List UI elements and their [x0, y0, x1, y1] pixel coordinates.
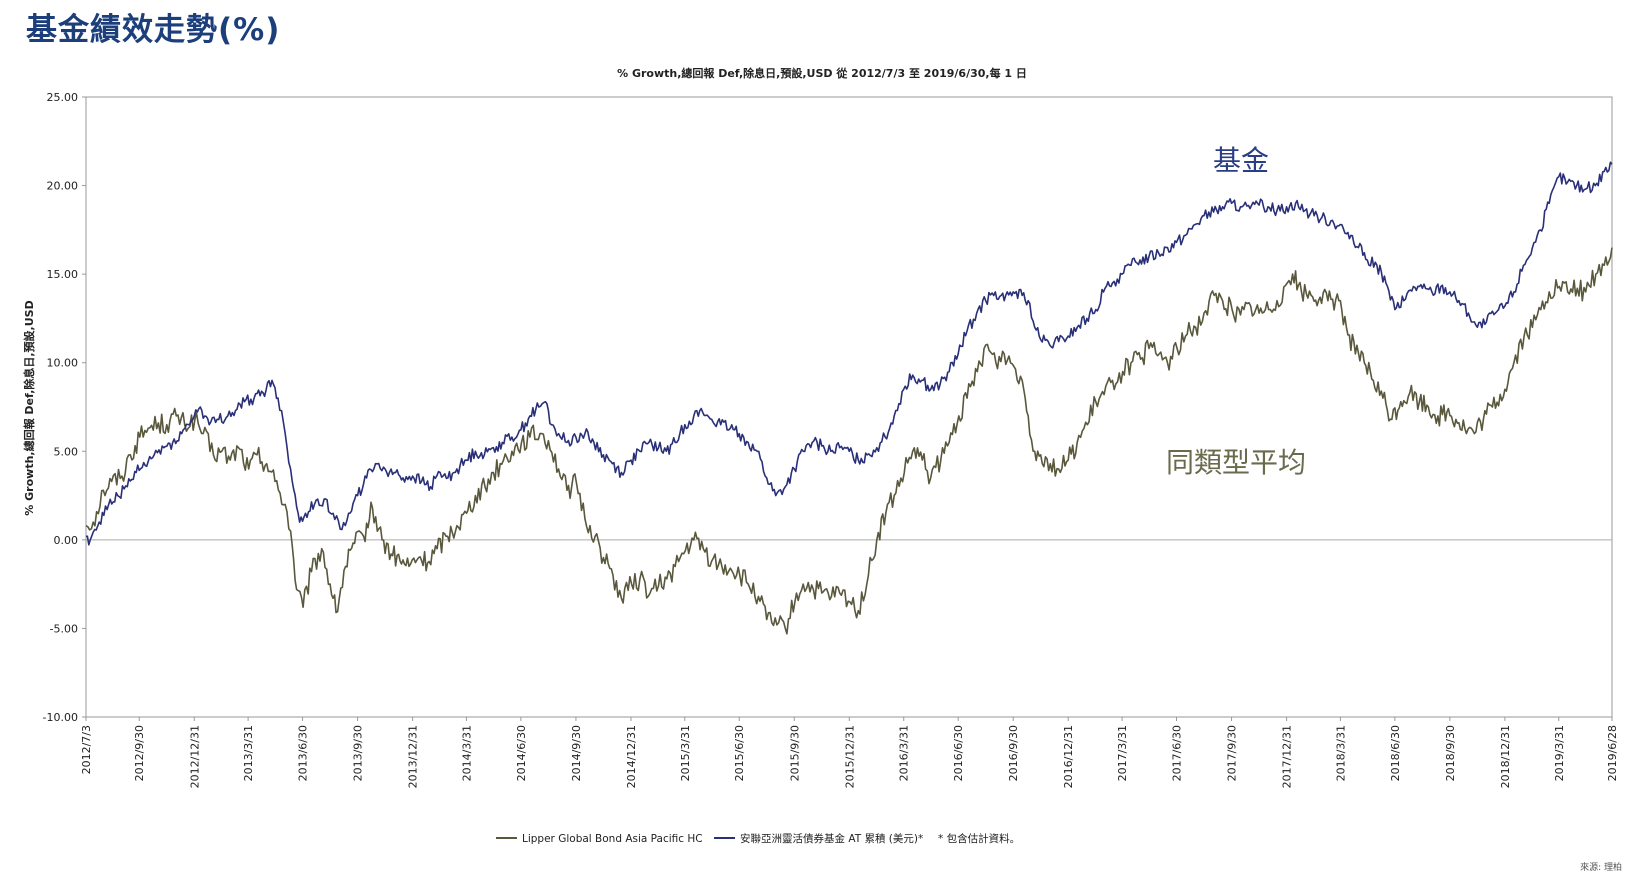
x-tick-label: 2019/3/31 [1553, 725, 1566, 781]
x-tick-label: 2015/6/30 [733, 725, 746, 781]
page-title: 基金績效走勢(%) [26, 12, 281, 48]
y-tick-label: -10.00 [43, 711, 78, 724]
x-tick-label: 2018/12/31 [1499, 725, 1512, 788]
y-tick-label: 20.00 [47, 180, 79, 193]
x-tick-label: 2016/12/31 [1062, 725, 1075, 788]
x-tick-label: 2016/3/31 [898, 725, 911, 781]
plot-border [85, 96, 1613, 718]
series-line-peer [85, 247, 1613, 635]
source-note: 來源: 理柏 [1580, 861, 1622, 873]
legend-note: * 包含估計資料。 [938, 832, 1020, 845]
y-tick-label: 25.00 [47, 91, 79, 104]
x-tick-label: 2017/3/31 [1116, 725, 1129, 781]
plot-frame [85, 96, 1613, 718]
x-tick-label: 2012/12/31 [188, 725, 201, 788]
x-tick-label: 2016/6/30 [952, 725, 965, 781]
x-tick-label: 2018/3/31 [1334, 725, 1347, 781]
series-line-fund [86, 161, 1613, 546]
y-tick-label: 0.00 [54, 534, 79, 547]
x-tick-label: 2014/6/30 [515, 725, 528, 781]
legend-label-peer: Lipper Global Bond Asia Pacific HC [522, 833, 703, 845]
x-tick-label: 2012/7/3 [80, 725, 93, 774]
legend-label-fund: 安聯亞洲靈活債券基金 AT 累積 (美元)* [740, 832, 923, 845]
x-tick-label: 2015/3/31 [679, 725, 692, 781]
chart-subtitle: % Growth,總回報 Def,除息日,預設,USD 從 2012/7/3 至… [617, 66, 1027, 80]
y-tick-label: -5.00 [50, 622, 78, 635]
series-lines [85, 161, 1613, 635]
y-tick-label: 5.00 [54, 445, 79, 458]
fund-annotation: 基金 [1213, 144, 1269, 177]
x-tick-label: 2013/9/30 [352, 725, 365, 781]
x-tick-label: 2013/12/31 [407, 725, 420, 788]
x-axis-ticks: 2012/7/3 2012/9/30 2012/12/31 2013/3/31 2013… [80, 717, 1619, 788]
x-tick-label: 2017/12/31 [1281, 725, 1294, 788]
x-tick-label: 2016/9/30 [1007, 725, 1020, 781]
y-tick-label: 10.00 [47, 357, 79, 370]
x-tick-label: 2014/3/31 [460, 725, 473, 781]
y-tick-label: 15.00 [47, 268, 79, 281]
peer-annotation: 同類型平均 [1166, 446, 1306, 479]
y-axis-ticks: 25.00 20.00 15.00 10.00 5.00 0.00 -5.00 -10.00 [43, 91, 86, 724]
x-tick-label: 2014/9/30 [570, 725, 583, 781]
legend: Lipper Global Bond Asia Pacific HC 安聯亞洲靈… [496, 832, 1020, 845]
x-tick-label: 2013/3/31 [242, 725, 255, 781]
x-tick-label: 2017/9/30 [1226, 725, 1239, 781]
x-tick-label: 2018/9/30 [1444, 725, 1457, 781]
x-tick-label: 2013/6/30 [297, 725, 310, 781]
x-tick-label: 2015/9/30 [788, 725, 801, 781]
x-tick-label: 2018/6/30 [1389, 725, 1402, 781]
x-tick-label: 2015/12/31 [843, 725, 856, 788]
x-tick-label: 2017/6/30 [1171, 725, 1184, 781]
y-axis-label: % Growth,總回報 Def,除息日,預設,USD [22, 300, 36, 515]
x-tick-label: 2014/12/31 [625, 725, 638, 788]
x-tick-label: 2012/9/30 [133, 725, 146, 781]
x-tick-label: 2019/6/28 [1606, 725, 1619, 781]
